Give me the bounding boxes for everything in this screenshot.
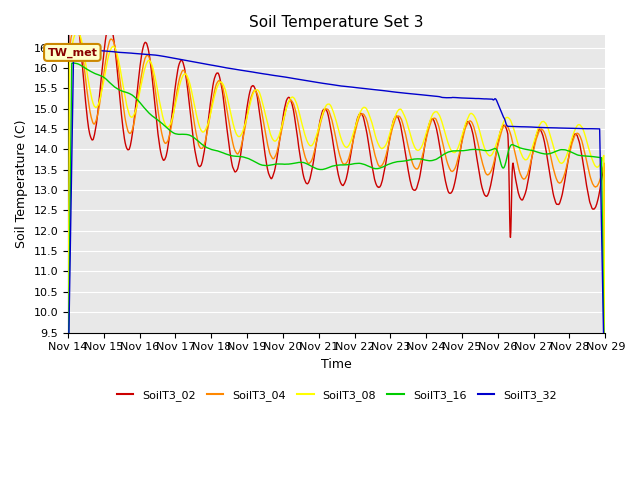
- Title: Soil Temperature Set 3: Soil Temperature Set 3: [250, 15, 424, 30]
- Y-axis label: Soil Temperature (C): Soil Temperature (C): [15, 120, 28, 248]
- Text: TW_met: TW_met: [47, 48, 97, 58]
- X-axis label: Time: Time: [321, 358, 352, 371]
- Legend: SoilT3_02, SoilT3_04, SoilT3_08, SoilT3_16, SoilT3_32: SoilT3_02, SoilT3_04, SoilT3_08, SoilT3_…: [112, 385, 561, 406]
